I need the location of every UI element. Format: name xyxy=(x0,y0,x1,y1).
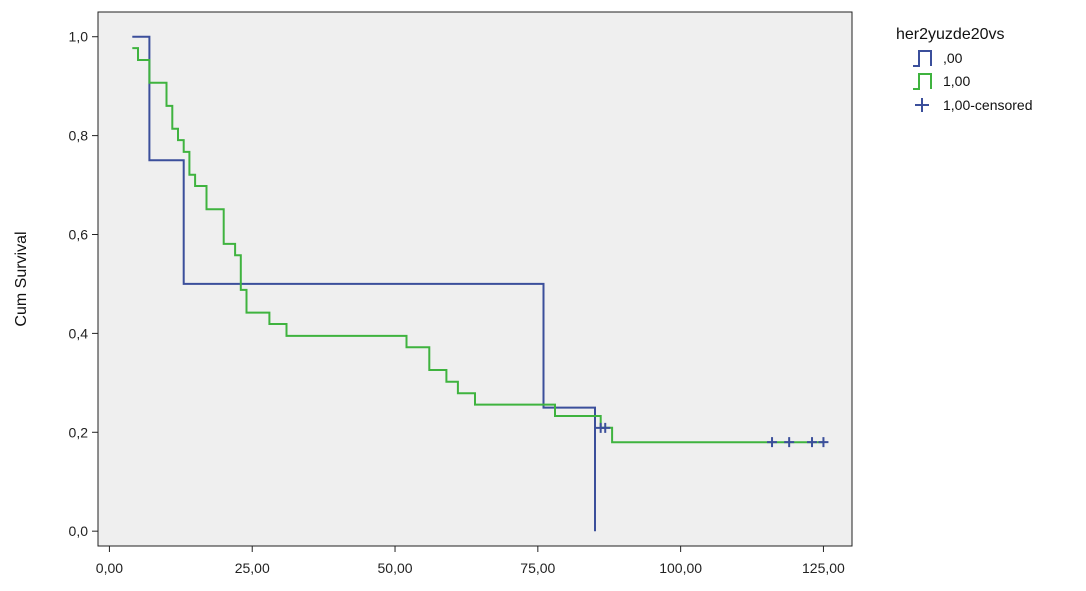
legend-label: 1,00 xyxy=(943,73,970,89)
censored-marker xyxy=(767,437,778,448)
censored-marker xyxy=(784,437,795,448)
x-tick-label: 75,00 xyxy=(520,560,555,576)
y-axis: 0,0 0,2 0,4 0,6 0,8 1,0 xyxy=(69,29,98,539)
x-tick-label: 50,00 xyxy=(378,560,413,576)
x-tick-label: 0,00 xyxy=(96,560,123,576)
y-tick-label: 0,2 xyxy=(69,424,89,440)
legend: her2yuzde20vs ,00 1,00 1,00-censored xyxy=(896,26,1033,113)
legend-step-symbol xyxy=(913,73,932,90)
x-tick-label: 100,00 xyxy=(659,560,702,576)
x-axis: 0,00 25,00 50,00 75,00 100,00 125,00 xyxy=(96,546,845,576)
y-tick-label: 1,0 xyxy=(69,29,89,45)
legend-label: 1,00-censored xyxy=(943,97,1033,113)
x-tick-label: 125,00 xyxy=(802,560,845,576)
plot-area xyxy=(97,11,853,547)
y-tick-label: 0,8 xyxy=(69,128,89,144)
y-tick-label: 0,4 xyxy=(69,325,89,341)
y-axis-title: Cum Survival xyxy=(13,231,30,326)
legend-plus-symbol xyxy=(915,98,929,112)
legend-title: her2yuzde20vs xyxy=(896,26,1005,43)
censored-markers xyxy=(595,422,829,448)
legend-step-symbol xyxy=(913,50,932,67)
censored-marker xyxy=(600,422,611,433)
censored-marker xyxy=(818,437,829,448)
x-tick-label: 25,00 xyxy=(235,560,270,576)
series-1-step-line xyxy=(132,47,824,444)
y-tick-label: 0,0 xyxy=(69,523,89,539)
series-layer xyxy=(132,35,824,532)
legend-label: ,00 xyxy=(943,50,963,66)
censored-marker xyxy=(807,437,818,448)
y-tick-label: 0,6 xyxy=(69,227,89,243)
